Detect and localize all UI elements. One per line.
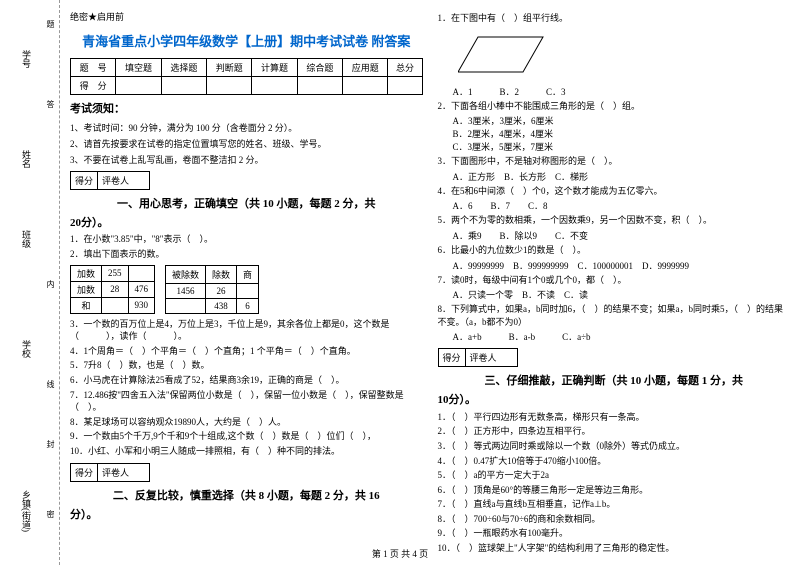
section1-title: 一、用心思考，正确填空（共 10 小题，每题 2 分，共 — [70, 195, 423, 211]
question: 7．读0时，每级中间有1个0或几个0，都（ ）。 — [438, 274, 791, 287]
side-char: 内 — [45, 280, 56, 288]
score-box: 得分 评卷人 — [438, 348, 518, 367]
right-column: 1．在下图中有（ ）组平行线。 A．1 B．2 C．3 2．下面各组小棒中不能围… — [438, 10, 791, 555]
side-char: 题 — [45, 20, 56, 28]
question: 8．下列算式中，如果a，b同时加6，（ ）的结果不变；如果a，b同时乘5，（ ）… — [438, 303, 791, 328]
notice-item: 3、不要在试卷上乱写乱画，卷面不整洁扣 2 分。 — [70, 153, 423, 166]
side-char: 封 — [45, 440, 56, 448]
question: 6．比最小的九位数少1的数是（ ）。 — [438, 244, 791, 257]
rhombus-figure — [458, 32, 548, 77]
section2-title: 二、反复比较，慎重选择（共 8 小题，每题 2 分，共 16 — [70, 487, 423, 503]
option: B．2厘米，4厘米，4厘米 — [453, 127, 791, 140]
options: A．6 B．7 C．8 — [453, 199, 791, 212]
side-char: 密 — [45, 510, 56, 518]
question: 8．（ ）700÷60与70÷6的商和余数相同。 — [438, 513, 791, 526]
question: 7．（ ）直线a与直线b互相垂直，记作a⊥b。 — [438, 498, 791, 511]
side-char: 答 — [45, 100, 56, 108]
notice-item: 1、考试时间：90 分钟，满分为 100 分（含卷面分 2 分）。 — [70, 121, 423, 134]
label-xiangzhen: 乡镇(街道) — [20, 490, 33, 532]
data-table-1: 加数255 加数28476 和930 — [70, 265, 155, 314]
th: 综合题 — [297, 59, 342, 77]
question: 1．（ ）平行四边形有无数条高，梯形只有一条高。 — [438, 411, 791, 424]
th: 应用题 — [343, 59, 388, 77]
page-footer: 第 1 页 共 4 页 — [0, 547, 800, 560]
options: A．只读一个零 B．不读 C．读 — [453, 288, 791, 301]
side-char: 线 — [45, 380, 56, 388]
score-b: 评卷人 — [98, 464, 133, 481]
score-b: 评卷人 — [98, 172, 133, 189]
notice-item: 2、请首先按要求在试卷的指定位置填写您的姓名、班级、学号。 — [70, 137, 423, 150]
option: A．3厘米，3厘米，6厘米 — [453, 114, 791, 127]
question: 3．下面图形中，不是轴对称图形的是（ ）。 — [438, 155, 791, 168]
question: 7．12.486按"四舍五入法"保留两位小数是（ ），保留一位小数是（ ），保留… — [70, 389, 423, 414]
section3-cont: 10分）。 — [438, 393, 791, 408]
question: 5．两个不为零的数相乘，一个因数乘9，另一个因数不变，积（ ）。 — [438, 214, 791, 227]
th: 计算题 — [252, 59, 297, 77]
question: 9．（ ）一瓶眼药水有100毫升。 — [438, 527, 791, 540]
question: 4．1个周角＝（ ）个平角＝（ ）个直角；1 个平角＝（ ）个直角。 — [70, 345, 423, 358]
score-a: 得分 — [71, 464, 98, 481]
question: 2．（ ）正方形中，四条边互相平行。 — [438, 425, 791, 438]
option: C．3厘米，5厘米，7厘米 — [453, 140, 791, 153]
options: A．a+b B．a-b C．a÷b — [453, 330, 791, 343]
question: 5．7升8（ ）数，也是（ ）数。 — [70, 359, 423, 372]
th: 总分 — [388, 59, 422, 77]
left-column: 绝密★启用前 青海省重点小学四年级数学【上册】期中考试试卷 附答案 题 号 填空… — [70, 10, 423, 555]
label-xuehao: 学号 — [20, 50, 33, 68]
notice-title: 考试须知： — [70, 100, 423, 116]
exam-title: 青海省重点小学四年级数学【上册】期中考试试卷 附答案 — [70, 31, 423, 50]
score-table: 题 号 填空题 选择题 判断题 计算题 综合题 应用题 总分 得 分 — [70, 58, 423, 95]
question: 3．（ ）等式两边同时乘或除以一个数（0除外）等式仍成立。 — [438, 440, 791, 453]
question: 4．（ ）0.47扩大10倍等于470缩小100倍。 — [438, 455, 791, 468]
data-table-2: 被除数除数商 145626 4386 — [165, 265, 259, 314]
score-a: 得分 — [439, 349, 466, 366]
score-box: 得分 评卷人 — [70, 463, 150, 482]
score-a: 得分 — [71, 172, 98, 189]
options: A．1 B．2 C．3 — [453, 85, 791, 98]
score-box: 得分 评卷人 — [70, 171, 150, 190]
options: A．正方形 B．长方形 C．梯形 — [453, 170, 791, 183]
label-banji: 班级 — [20, 230, 33, 248]
question: 5．（ ）a的平方一定大于2a — [438, 469, 791, 482]
binding-margin: 题 学号 答 姓名 班级 内 学校 线 封 乡镇(街道) 密 — [0, 0, 60, 565]
question: 9．一个数由5个千万,9个千和9个十组成,这个数（ ）数是（ ）位们（ ）， — [70, 430, 423, 443]
question: 3．一个数的百万位上是4，万位上是3，千位上是9，其余各位上都是0，这个数是（ … — [70, 318, 423, 343]
question: 10．小红、小军和小明三人随成一排照相，有（ ）种不同的排法。 — [70, 445, 423, 458]
th: 题 号 — [71, 59, 116, 77]
th: 判断题 — [207, 59, 252, 77]
section3-title: 三、仔细推敲，正确判断（共 10 小题，每题 1 分，共 — [438, 372, 791, 388]
question: 6．（ ）顶角是60°的等腰三角形一定是等边三角形。 — [438, 484, 791, 497]
question: 2．下面各组小棒中不能围成三角形的是（ ）组。 — [438, 100, 791, 113]
section1-cont: 20分）。 — [70, 216, 423, 231]
th: 填空题 — [116, 59, 161, 77]
question: 1．在下图中有（ ）组平行线。 — [438, 12, 791, 25]
question: 8．某足球场可以容纳观众19890人，大约是（ ）人。 — [70, 416, 423, 429]
question: 2．填出下面表示的数。 — [70, 248, 423, 261]
section2-cont: 分）。 — [70, 508, 423, 523]
question: 6．小马虎在计算除法25看成了52，结果商3余19，正确的商是（ ）。 — [70, 374, 423, 387]
options: A．乘9 B．除以9 C．不变 — [453, 229, 791, 242]
th: 选择题 — [161, 59, 206, 77]
label-xuexiao: 学校 — [20, 340, 33, 358]
options: A．99999999 B．999999999 C．100000001 D．999… — [453, 259, 791, 272]
row-label: 得 分 — [71, 77, 116, 95]
score-b: 评卷人 — [466, 349, 501, 366]
label-xingming: 姓名 — [20, 150, 33, 168]
question: 4．在5和6中间添（ ）个0，这个数才能成为五亿零六。 — [438, 185, 791, 198]
secret-label: 绝密★启用前 — [70, 10, 423, 23]
question: 1．在小数"3.85"中，"8"表示（ ）。 — [70, 233, 423, 246]
